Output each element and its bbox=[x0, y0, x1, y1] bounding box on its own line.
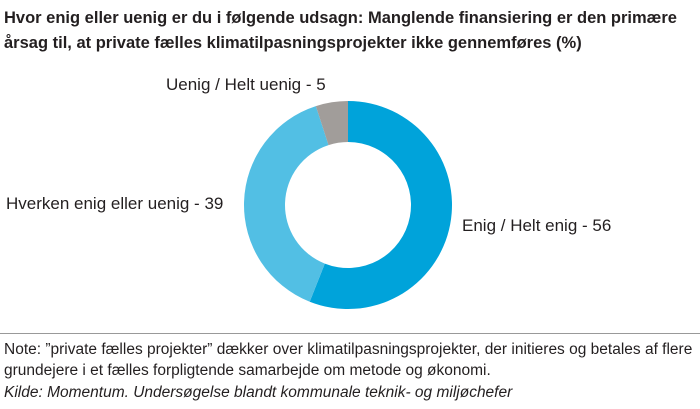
divider bbox=[0, 333, 700, 334]
chart-title: Hvor enig eller uenig er du i følgende u… bbox=[4, 9, 677, 52]
label-hverken: Hverken enig eller uenig - 39 bbox=[6, 194, 224, 213]
donut-slice-2 bbox=[315, 101, 348, 146]
note-text: Note: ”private fælles projekter” dækker … bbox=[4, 341, 693, 379]
label-uenig: Uenig / Helt uenig - 5 bbox=[166, 75, 326, 94]
label-enig: Enig / Helt enig - 56 bbox=[462, 216, 612, 235]
source-text: Kilde: Momentum. Undersøgelse blandt kom… bbox=[4, 384, 513, 401]
donut-slice-0 bbox=[309, 101, 452, 309]
donut-slice-1 bbox=[243, 106, 329, 302]
